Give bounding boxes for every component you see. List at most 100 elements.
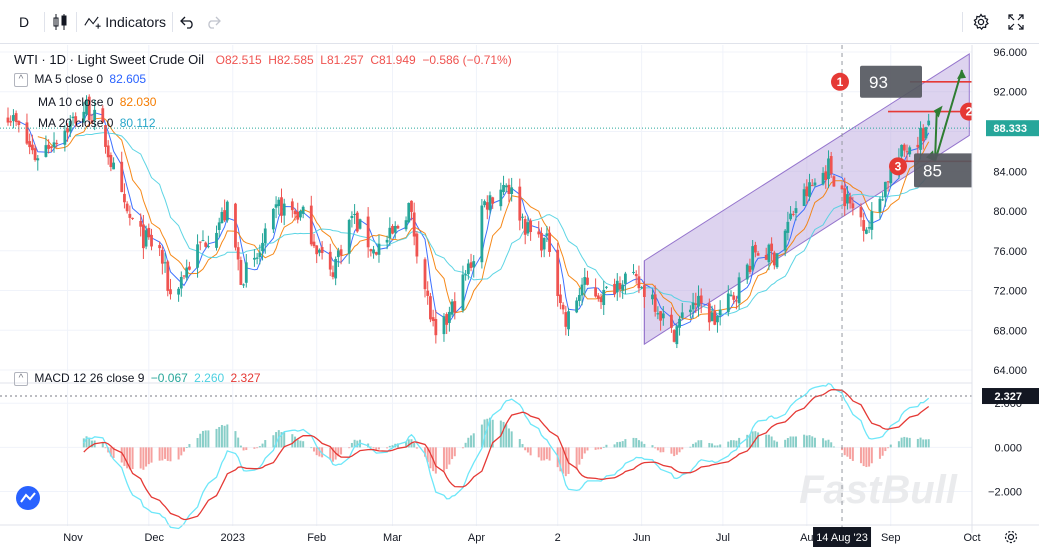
- macd-histogram-bar: [386, 447, 389, 449]
- candle-body: [864, 229, 868, 234]
- candle-body: [916, 144, 920, 148]
- interval-button[interactable]: D: [14, 0, 34, 44]
- candle-body: [507, 184, 511, 194]
- target1-marker[interactable]: [831, 72, 849, 91]
- candle-body: [637, 276, 641, 289]
- chart-canvas[interactable]: FastBull 931902853 96.00092.00088.00084.…: [0, 45, 1039, 553]
- macd-histogram-bar: [545, 447, 548, 460]
- macd-histogram-bar: [624, 439, 627, 448]
- macd-legend[interactable]: ^ MACD 12 26 close 9 −0.067 2.260 2.327: [14, 371, 264, 386]
- current-price-label: 88.333: [993, 123, 1027, 135]
- chart-area[interactable]: FastBull 931902853 96.00092.00088.00084.…: [0, 45, 1039, 553]
- candle-body: [905, 151, 909, 153]
- axis-settings-icon[interactable]: [1004, 530, 1018, 544]
- interval-label: D: [18, 14, 30, 30]
- macd-histogram-bar: [467, 437, 470, 448]
- ma10-legend[interactable]: MA 10 close 0 82.030: [38, 95, 159, 109]
- collapse-icon[interactable]: ^: [14, 371, 28, 386]
- candle-body: [429, 296, 432, 320]
- candle-body: [185, 267, 189, 278]
- macd-histogram-bar: [483, 419, 486, 448]
- candle-body: [786, 221, 790, 233]
- chart-type-button[interactable]: [52, 0, 72, 44]
- macd-histogram-bar: [337, 447, 340, 457]
- candle-body: [881, 199, 885, 201]
- macd-histogram-bar: [827, 439, 830, 448]
- macd-histogram-bar: [388, 445, 391, 448]
- candle-body: [177, 288, 180, 295]
- macd-histogram-bar: [640, 441, 643, 448]
- time-tick-label: Oct: [963, 532, 980, 544]
- macd-histogram-bar: [424, 447, 427, 457]
- time-tick-label: 2: [555, 532, 561, 544]
- target3-label-box[interactable]: [914, 153, 980, 188]
- collapse-icon[interactable]: ^: [14, 72, 28, 87]
- macd-histogram-bar: [510, 431, 513, 448]
- macd-histogram-bar: [207, 430, 210, 448]
- macd-histogram-bar: [429, 447, 432, 469]
- target1-label-box[interactable]: [860, 65, 922, 98]
- price-tick-label: 64.000: [993, 365, 1027, 377]
- macd-histogram-bar: [180, 447, 183, 456]
- axes: 96.00092.00088.00084.00080.00076.00072.0…: [0, 45, 1039, 547]
- macd-histogram-bar: [808, 435, 811, 448]
- candle-body: [843, 188, 847, 207]
- candle-body: [661, 313, 665, 319]
- candle-body: [599, 297, 603, 303]
- macd-histogram-bar: [581, 447, 584, 459]
- macd-histogram-bar: [637, 440, 640, 448]
- candle-body: [464, 274, 468, 276]
- target3-marker[interactable]: [889, 157, 907, 176]
- macd-pane: [0, 382, 972, 530]
- macd-histogram-bar: [735, 440, 738, 448]
- price-tick-label: 80.000: [993, 206, 1027, 218]
- candle-body: [772, 252, 776, 266]
- candle-body: [561, 304, 565, 310]
- macd-histogram-bar: [575, 447, 578, 470]
- cloud-logo-icon[interactable]: [16, 486, 40, 510]
- macd-histogram-bar: [767, 434, 770, 448]
- macd-signal-value: 2.327: [230, 371, 261, 385]
- macd-histogram-bar: [310, 447, 313, 449]
- candle-body: [729, 294, 733, 296]
- candle-body: [634, 273, 638, 277]
- candle-body: [846, 194, 849, 204]
- candle-body: [450, 301, 454, 315]
- candle-body: [404, 220, 408, 230]
- macd-histogram-bar: [784, 439, 787, 448]
- candle-body: [258, 252, 262, 258]
- candle-body: [125, 203, 129, 212]
- macd-histogram-bar: [792, 436, 795, 448]
- candle-body: [255, 257, 259, 259]
- candle-body: [642, 285, 646, 297]
- candle-body: [66, 128, 69, 133]
- candle-body: [144, 230, 148, 247]
- macd-histogram-bar: [678, 447, 681, 453]
- candle-body: [36, 158, 40, 161]
- candle-body: [726, 293, 730, 313]
- macd-histogram-bar: [350, 442, 353, 448]
- fullscreen-button[interactable]: [1008, 0, 1028, 44]
- candle-body: [699, 295, 703, 304]
- candle-body: [74, 116, 78, 124]
- settings-button[interactable]: [972, 0, 992, 44]
- ma20-legend[interactable]: MA 20 close 0 80.112: [38, 116, 159, 130]
- candle-body: [745, 264, 749, 280]
- candle-body: [293, 210, 297, 215]
- change-value: −0.586 (−0.71%): [422, 53, 512, 67]
- indicators-button[interactable]: Indicators: [84, 0, 166, 44]
- candle-body: [47, 144, 51, 149]
- candle-body: [672, 330, 676, 342]
- high-value: H82.585: [268, 53, 314, 67]
- macd-value-badge: [982, 388, 1039, 405]
- macd-histogram-bar: [196, 438, 199, 448]
- ma5-legend[interactable]: ^ MA 5 close 0 82.605: [14, 72, 149, 87]
- macd-histogram-bar: [900, 437, 903, 448]
- candle-body: [396, 225, 400, 229]
- undo-button[interactable]: [180, 0, 198, 44]
- redo-button[interactable]: [205, 0, 223, 44]
- candle-body: [147, 227, 151, 238]
- candle-body: [583, 277, 587, 285]
- candle-body: [415, 233, 419, 257]
- price-tick-label: 68.000: [993, 325, 1027, 337]
